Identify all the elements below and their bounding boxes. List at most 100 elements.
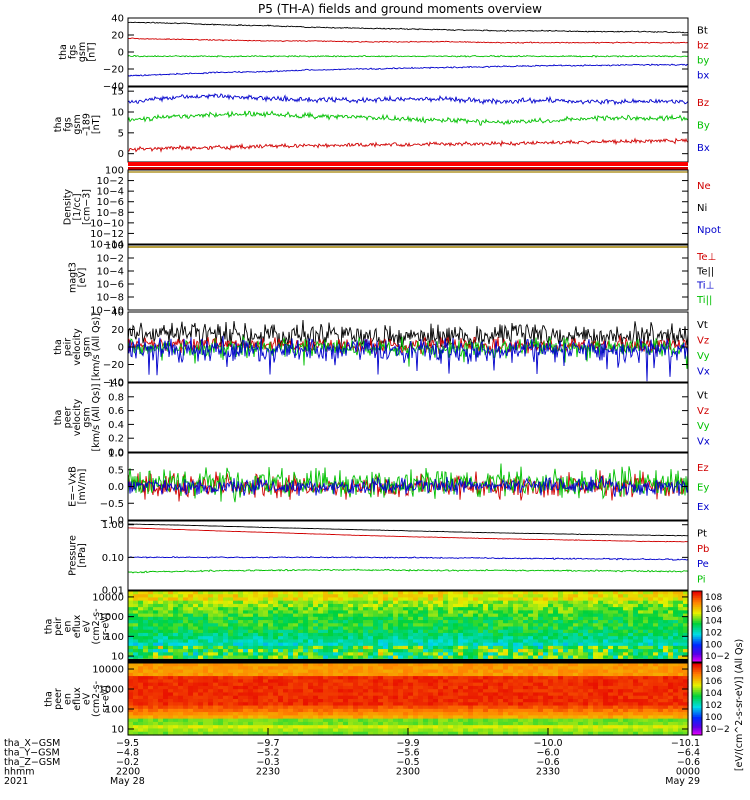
heatmap-cell [183,669,189,674]
heatmap-cell [158,728,164,733]
heatmap-cell [388,679,394,684]
heatmap-cell [158,613,164,618]
heatmap-cell [323,705,329,710]
heatmap-cell [328,692,334,697]
heatmap-cell [468,642,474,647]
heatmap-cell [448,679,454,684]
legend-entry: Bx [697,143,710,154]
heatmap-cell [443,666,449,671]
heatmap-cell [478,672,484,677]
heatmap-cell [153,666,159,671]
heatmap-cell [653,663,659,667]
heatmap-cell [628,689,634,694]
heatmap-cell [208,669,214,674]
heatmap-cell [628,629,634,634]
heatmap-cell [143,610,149,615]
heatmap-cell [313,699,319,703]
heatmap-cell [623,679,629,684]
heatmap-cell [278,676,284,680]
heatmap-cell [303,712,309,716]
heatmap-cell [393,591,399,595]
heatmap-cell [658,695,664,700]
heatmap-cell [588,649,594,653]
heatmap-cell [223,626,229,631]
heatmap-cell [518,607,524,611]
heatmap-cell [403,682,409,687]
heatmap-cell [428,666,434,671]
heatmap-cell [518,597,524,602]
heatmap-cell [648,623,654,628]
heatmap-cell [683,620,689,624]
heatmap-cell [458,682,464,687]
heatmap-cell [338,699,344,703]
heatmap-cell [178,666,184,671]
heatmap-cell [273,725,279,730]
heatmap-cell [303,626,309,631]
heatmap-cell [483,591,489,595]
heatmap-cell [668,676,674,680]
heatmap-cell [398,679,404,684]
heatmap-cell [273,679,279,684]
heatmap-cell [633,669,639,674]
heatmap-cell [218,702,224,707]
heatmap-cell [658,616,664,621]
heatmap-cell [638,626,644,631]
heatmap-cell [583,591,589,595]
heatmap-cell [208,639,214,644]
heatmap-cell [478,725,484,730]
heatmap-cell [348,649,354,653]
heatmap-cell [678,607,684,611]
heatmap-cell [408,607,414,611]
heatmap-cell [303,708,309,713]
heatmap-cell [268,672,274,677]
heatmap-cell [338,623,344,628]
heatmap-cell [178,613,184,618]
heatmap-cell [598,666,604,671]
heatmap-cell [428,632,434,637]
heatmap-cell [568,620,574,624]
heatmap-cell [473,620,479,624]
heatmap-cell [463,666,469,671]
heatmap-cell [628,721,634,726]
heatmap-cell [343,610,349,615]
heatmap-cell [468,629,474,634]
heatmap-cell [268,632,274,637]
heatmap-cell [593,655,599,660]
heatmap-cell [363,705,369,710]
heatmap-cell [468,613,474,618]
heatmap-cell [448,636,454,641]
heatmap-cell [223,616,229,621]
heatmap-cell [268,682,274,687]
heatmap-cell [148,636,154,641]
heatmap-cell [183,639,189,644]
heatmap-cell [608,594,614,599]
heatmap-cell [583,655,589,660]
heatmap-cell [168,721,174,726]
heatmap-cell [233,626,239,631]
heatmap-cell [678,629,684,634]
series-line-Pi [127,568,689,574]
heatmap-cell [278,623,284,628]
heatmap-cell [648,639,654,644]
heatmap-cell [298,655,304,660]
heatmap-cell [263,712,269,716]
heatmap-cell [378,663,384,667]
heatmap-cell [128,702,134,707]
heatmap-cell [563,685,569,690]
heatmap-cell [168,639,174,644]
heatmap-cell [518,616,524,621]
heatmap-cell [523,645,529,650]
heatmap-cell [253,705,259,710]
heatmap-cell [628,725,634,730]
heatmap-cell [613,629,619,634]
heatmap-cell [303,613,309,618]
heatmap-cell [463,708,469,713]
heatmap-cell [373,669,379,674]
heatmap-cell [358,613,364,618]
heatmap-cell [378,594,384,599]
heatmap-cell [668,663,674,667]
heatmap-cell [303,682,309,687]
heatmap-cell [248,594,254,599]
heatmap-cell [513,721,519,726]
heatmap-cell [153,623,159,628]
